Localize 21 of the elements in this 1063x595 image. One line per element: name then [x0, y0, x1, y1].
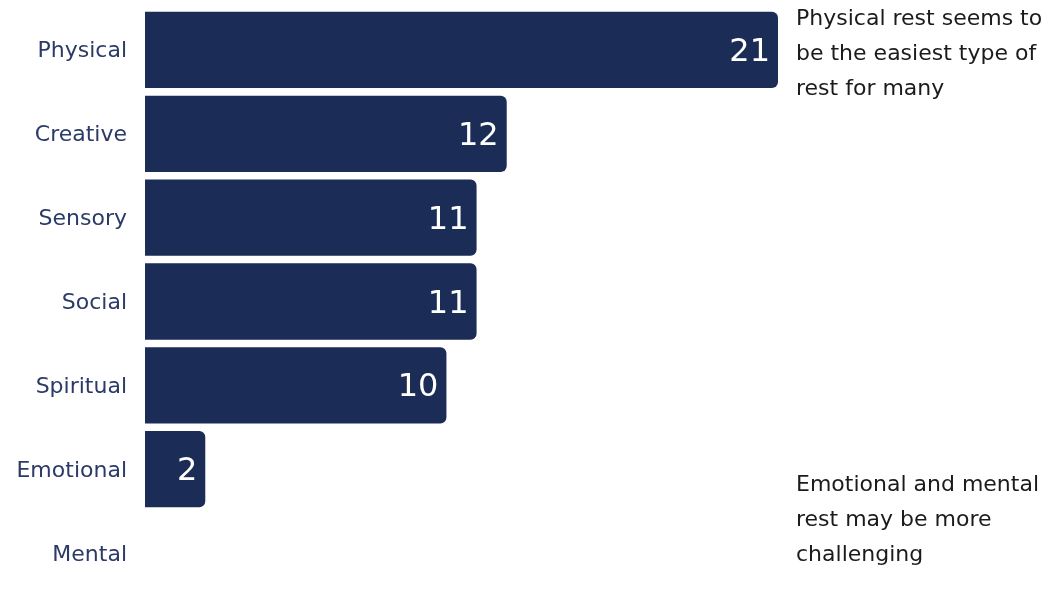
data-label: 11	[427, 282, 469, 321]
y-tick-label: Creative	[34, 121, 127, 147]
y-tick-label: Sensory	[38, 205, 127, 231]
bar	[145, 95, 507, 172]
y-tick-label: Social	[61, 289, 127, 314]
bar	[145, 347, 447, 424]
y-tick-label: Emotional	[16, 456, 127, 482]
data-label: 11	[427, 198, 469, 237]
text: Physical rest seems to be the easiest type of rest for many	[796, 5, 1050, 100]
y-tick-label: Spiritual	[35, 372, 127, 398]
bar	[145, 263, 477, 340]
bar	[145, 179, 477, 256]
bar	[145, 431, 206, 508]
data-label: 12	[458, 114, 499, 153]
y-tick-label: Physical	[37, 37, 127, 63]
data-label: 21	[729, 30, 770, 69]
y-tick-label: Mental	[52, 540, 127, 566]
bar	[145, 11, 778, 89]
text: Emotional and mental rest may be more challenging	[796, 471, 1047, 566]
data-label: 10	[397, 366, 439, 405]
data-label: 2	[176, 450, 198, 489]
